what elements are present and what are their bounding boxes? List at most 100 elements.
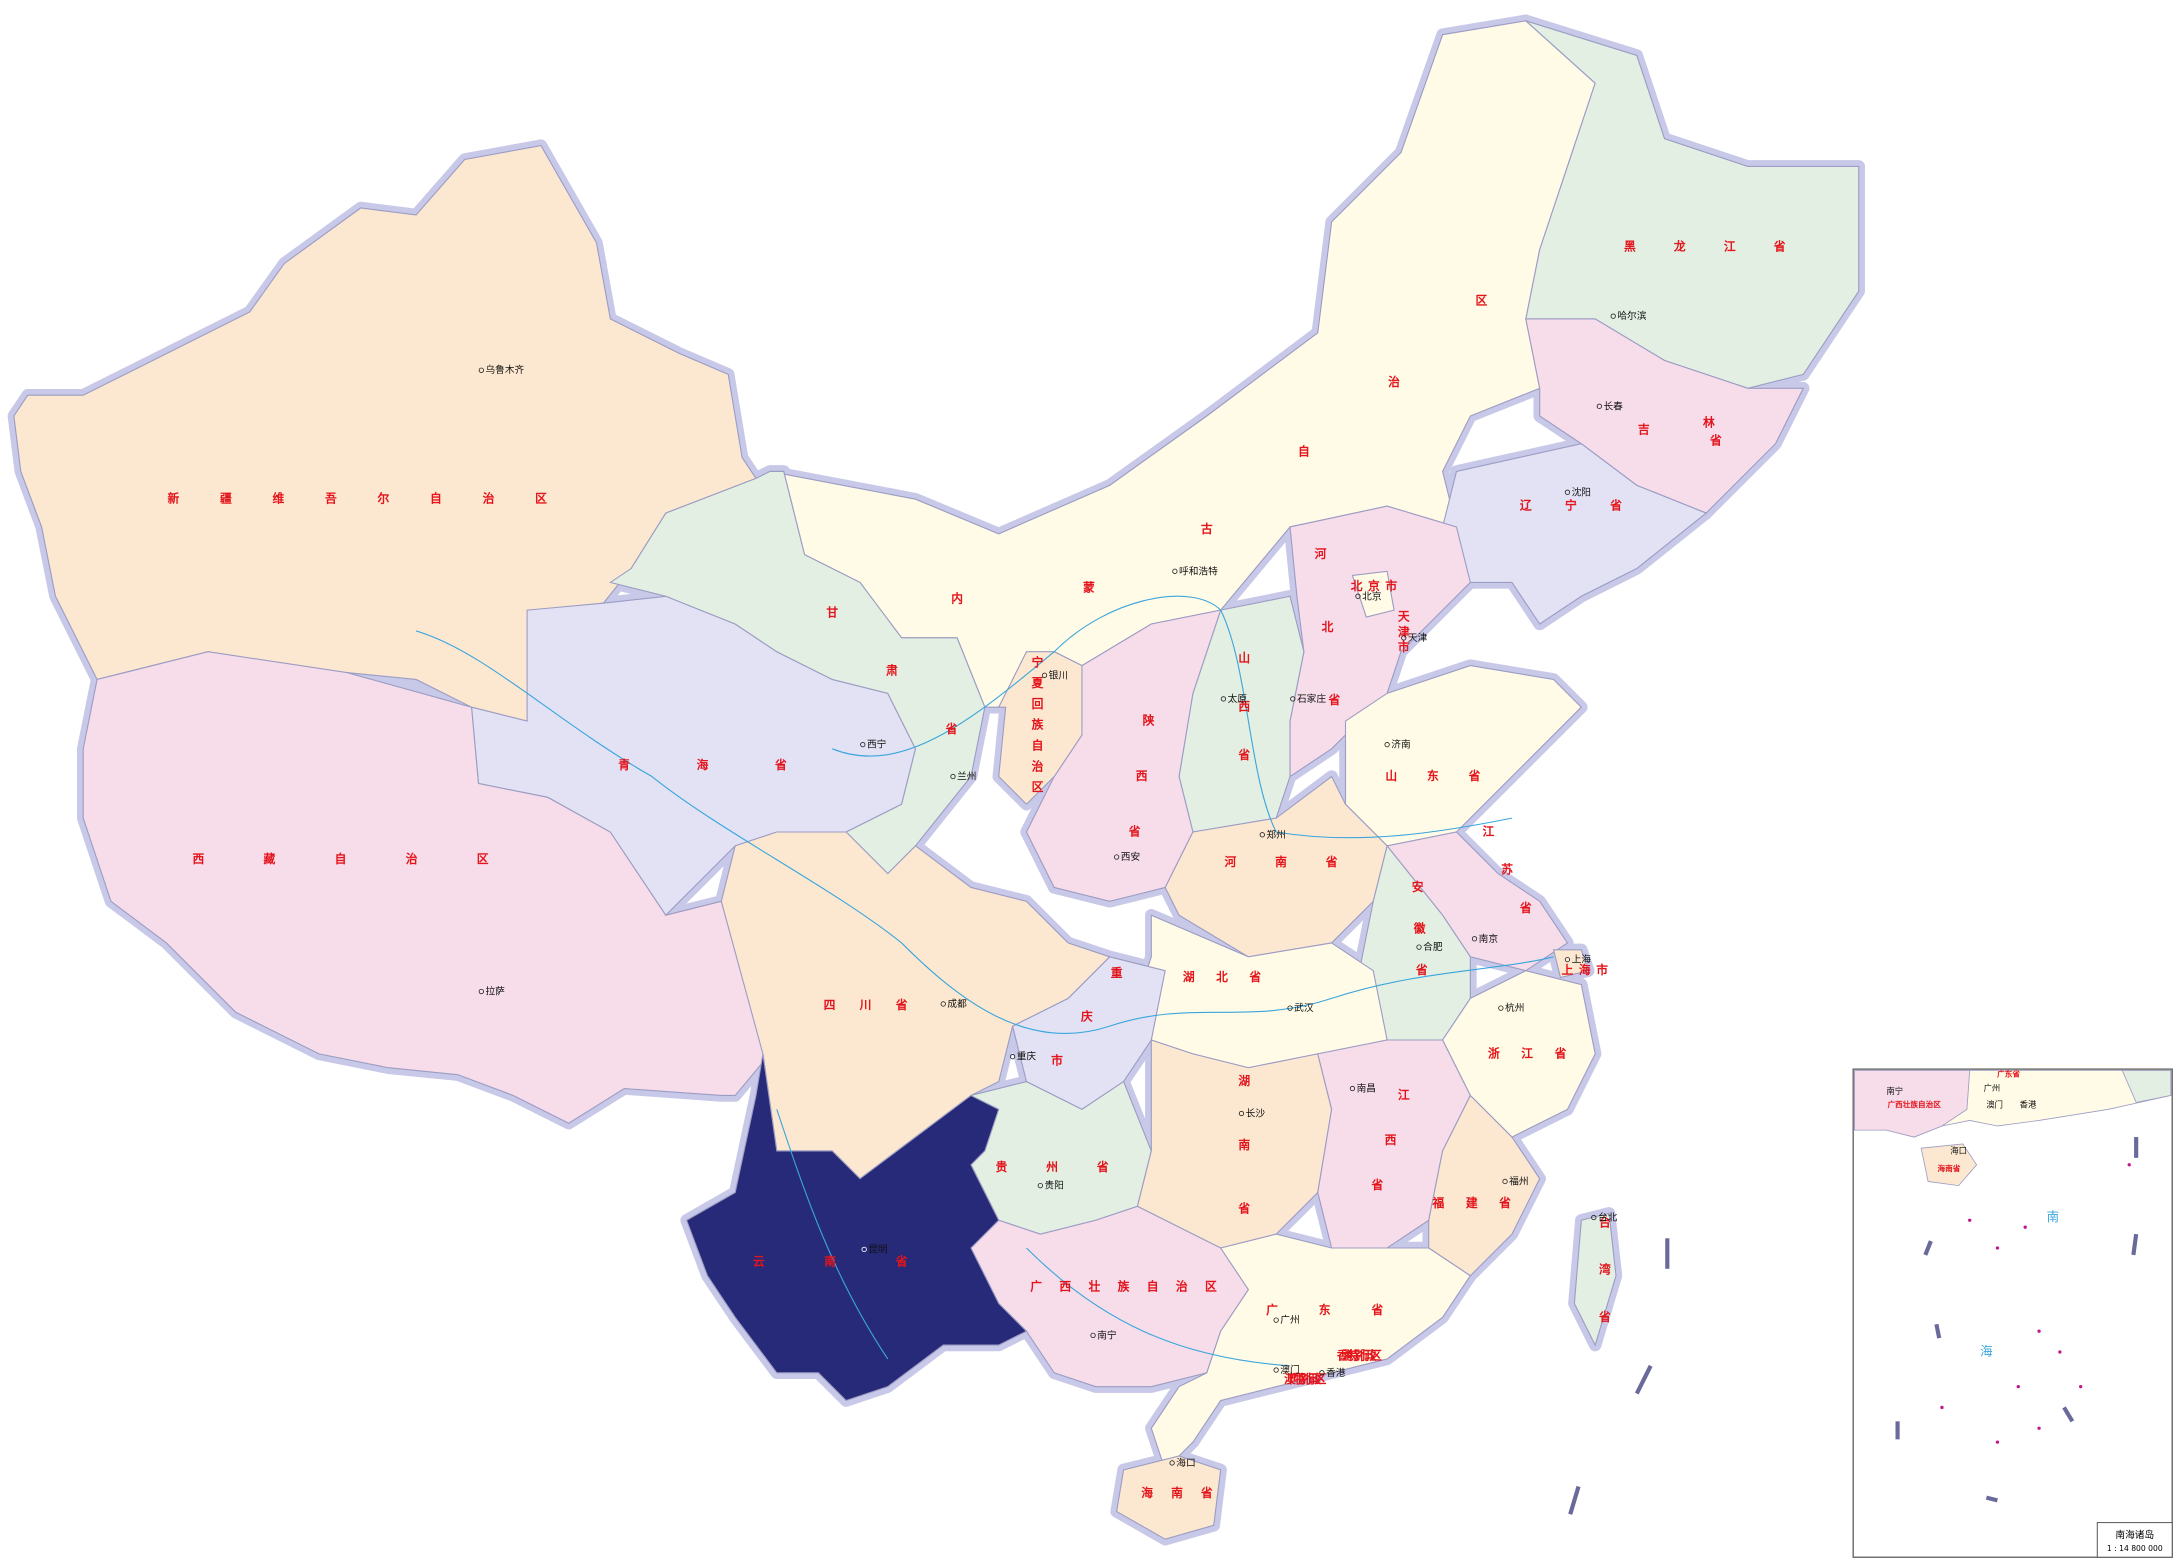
city-marker [950,773,956,780]
city-label: 重庆 [1017,1050,1037,1063]
province-label: 香港特别行政区 [1336,1349,1382,1363]
island [2037,1426,2041,1430]
province-label: 福建省 [1432,1196,1512,1210]
island [1995,1246,2000,1250]
province [997,651,1083,806]
city-label: 沈阳 [1572,485,1591,498]
city-label: 上海 [1572,953,1592,966]
inset-hainan [1920,1143,1978,1187]
city-marker [1169,1460,1175,1466]
dash [1934,1323,1942,1339]
island [1968,1218,1972,1222]
city-label: 兰州 [957,770,976,783]
province [685,1053,1028,1402]
city-marker [1259,832,1265,838]
city-marker [1564,489,1571,495]
city-label: 郑州 [1266,828,1285,841]
island [2079,1385,2083,1389]
city-marker [860,742,866,748]
inset-scale: 1 : 14 800 000 [2107,1544,2163,1553]
province [1552,949,1589,979]
province-label: 宁夏回族自治区 [1031,655,1044,794]
city-label: 南京 [1479,932,1499,945]
province [1442,443,1708,625]
city-label: 广州 [1280,1314,1299,1326]
city-marker [1564,956,1571,963]
city-label: 福州 [1509,1174,1528,1187]
city-label: 贵阳 [1044,1179,1063,1192]
province-label: 上海市 [1562,963,1609,977]
city-marker [1041,672,1048,678]
city-label: 拉萨 [485,984,505,997]
city-label: 香港 [1326,1367,1346,1379]
city-marker [861,1246,867,1253]
city-label: 乌鲁木齐 [485,363,524,376]
city-label: 天津 [1408,632,1428,644]
inset-label: 南宁 [1886,1086,1903,1096]
province [1573,1212,1617,1347]
dash [2062,1406,2075,1423]
river [415,630,1554,1035]
city-label: 哈尔滨 [1617,309,1646,322]
sea-label: 海 [1980,1344,1992,1359]
inset-label: 广东省 [1997,1069,2020,1079]
inset-label: 香港 [2020,1100,2037,1110]
city-label: 长沙 [1246,1107,1266,1119]
province [1150,1233,1472,1471]
city-marker [1349,1085,1356,1092]
province [769,20,1596,708]
city-label: 昆明 [868,1243,887,1255]
city-marker [1290,696,1296,702]
city-marker [1416,944,1422,950]
inset-title: 南海诸岛 [2115,1528,2154,1541]
city-marker [1384,742,1390,748]
city-label: 北京 [1362,589,1382,602]
city-label: 西安 [1121,850,1141,863]
city-marker [1502,1178,1508,1185]
provinces [13,20,1860,1540]
city-marker [478,367,484,373]
province [1351,570,1395,618]
dash [2131,1233,2139,1256]
city-label: 南昌 [1357,1082,1376,1095]
island [2023,1225,2027,1229]
city-marker [1401,635,1407,641]
city-marker [1273,1367,1279,1373]
city-marker [478,988,484,995]
province-label: 浙江省 [1488,1046,1567,1060]
province [1525,318,1805,514]
dash [1985,1495,1998,1503]
city-marker [1596,403,1602,409]
inset-land [2121,1070,2172,1103]
city-label: 澳门 [1280,1363,1299,1376]
rivers [415,595,1554,1367]
city-label: 石家庄 [1297,692,1326,705]
city-marker [1009,1054,1016,1060]
province-label: 海南省 [1141,1486,1213,1500]
city-label: 成都 [947,998,967,1010]
dash [1568,1485,1581,1515]
river [776,1109,889,1360]
inset-label: 澳门 [1986,1100,2003,1110]
province [1136,1039,1333,1249]
city-marker [1591,1214,1597,1221]
province-label: 湖北省 [1183,970,1262,984]
island [2127,1163,2131,1167]
inset-label: 广西壮族自治区 [1888,1099,1942,1109]
province [1428,1094,1541,1277]
city-marker [1498,1005,1504,1011]
island [2058,1350,2062,1354]
river [1026,1247,1291,1367]
city-label: 台北 [1598,1210,1618,1223]
city-label: 合肥 [1423,940,1443,953]
province-label: 澳门特别行政区 [1284,1372,1327,1386]
island [1995,1440,2000,1444]
city-marker [1090,1332,1096,1338]
sea-label: 南 [2047,1209,2059,1224]
inset-label: 广州 [1984,1083,2001,1093]
island [1940,1405,1944,1410]
city-label: 济南 [1391,738,1411,751]
province [1116,1455,1222,1540]
city-label: 武汉 [1294,1001,1314,1014]
